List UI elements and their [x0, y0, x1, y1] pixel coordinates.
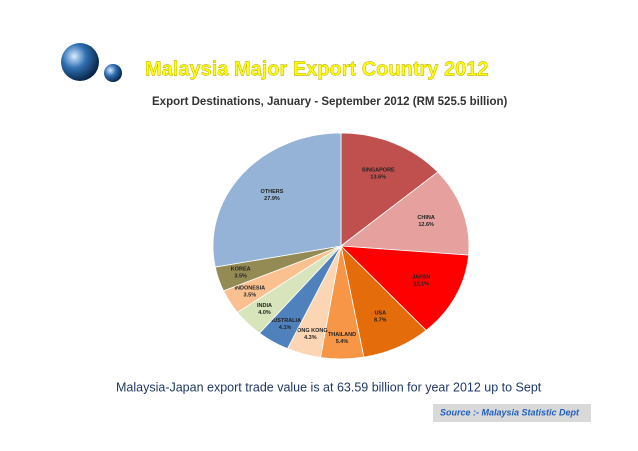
slice-label: AUSTRALIA	[269, 318, 301, 324]
slice-value-label: 12.1%	[413, 282, 429, 288]
pie-slice	[339, 245, 470, 331]
slice-label: CHINA	[417, 215, 434, 221]
caption: Malaysia-Japan export trade value is at …	[116, 380, 542, 394]
slice-value-label: 8.7%	[374, 318, 387, 324]
slice-label: THAILAND	[328, 332, 356, 338]
slice-value-label: 4.1%	[279, 325, 292, 331]
slice-label: JAPAN	[412, 275, 430, 281]
pie-slice	[212, 132, 342, 268]
slice-value-label: 12.6%	[418, 222, 434, 228]
slice-label: SINGAPORE	[362, 168, 395, 174]
slice-label: OTHERS	[261, 189, 284, 195]
slice-value-label: 3.5%	[244, 292, 257, 298]
slice-value-label: 4.3%	[304, 335, 317, 341]
slice-label: KOREA	[231, 267, 251, 273]
slice-value-label: 5.4%	[336, 339, 349, 345]
slice-value-label: 13.6%	[370, 175, 386, 181]
source-box	[433, 404, 591, 422]
pie-slice	[340, 132, 439, 247]
chart-title: Malaysia Major Export Country 2012	[145, 58, 488, 80]
pie-slice	[339, 171, 470, 256]
slice-label: USA	[374, 311, 386, 317]
slice-label: INDONESIA	[235, 285, 266, 291]
slice-label: HONG KONG	[293, 328, 328, 334]
chart-subtitle: Export Destinations, January - September…	[152, 96, 507, 108]
slice-label: INDIA	[257, 303, 272, 309]
source: Source :- Malaysia Statistic Dept	[440, 407, 580, 417]
slice-value-label: 4.0%	[258, 310, 271, 316]
slice-value-label: 27.9%	[264, 196, 280, 202]
slice-value-label: 3.5%	[234, 274, 247, 280]
logo	[61, 43, 122, 82]
